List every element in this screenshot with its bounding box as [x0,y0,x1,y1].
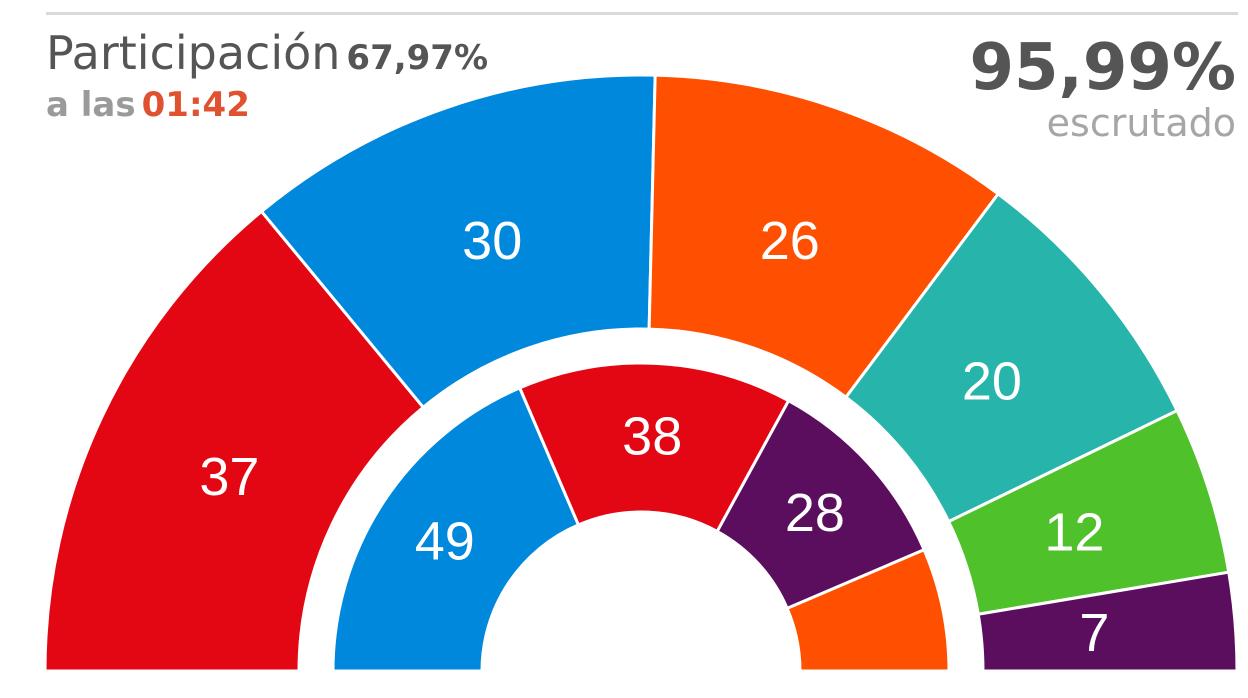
top-divider [46,12,1238,15]
outer-ring-seat-label-3: 26 [760,211,820,271]
outer-ring-segment-6 [976,570,1239,673]
turnout-label: Participación [46,26,341,80]
outer-ring-seat-label-2: 30 [462,211,522,271]
update-time-value: 01:42 [141,85,250,125]
update-time-line: a las 01:42 [46,88,488,122]
inner-ring-segment-2 [517,361,791,534]
turnout-line: Participación 67,97% [46,30,488,76]
count-progress-block: 95,99% escrutado [969,36,1236,142]
inner-ring-segment-4 [785,547,951,673]
turnout-block: Participación 67,97% a las 01:42 [46,30,488,122]
outer-ring-seat-label-1: 37 [199,447,259,507]
update-time-prefix: a las [46,85,136,125]
outer-ring-seat-label-6: 7 [1079,603,1109,663]
inner-ring-segment-1 [331,385,581,673]
outer-ring-seat-label-4: 20 [962,351,1022,411]
outer-ring: 37 30 26 20 12 7 [43,73,1239,673]
inner-ring-seat-label-1: 49 [415,512,475,572]
outer-ring-segment-2 [259,73,657,410]
count-progress-label: escrutado [1046,101,1236,145]
outer-ring-segment-1 [43,209,426,673]
count-progress-value: 95,99% [969,31,1236,105]
inner-ring: 49 38 28 [331,361,951,673]
turnout-value: 67,97% [346,38,489,78]
outer-ring-segment-3 [647,73,1001,400]
inner-ring-seat-label-3: 28 [785,483,845,543]
inner-ring-seat-label-2: 38 [622,406,682,466]
outer-ring-seat-label-5: 12 [1044,503,1104,563]
